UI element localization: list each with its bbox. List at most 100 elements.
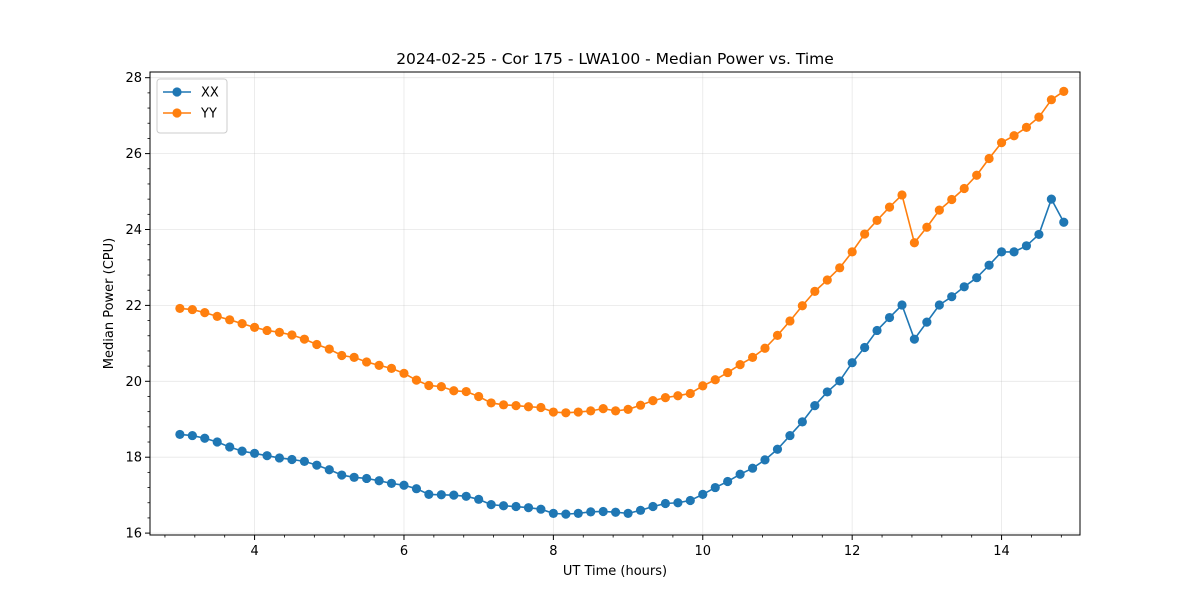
data-point-xx [797,417,807,427]
data-point-yy [424,380,434,391]
data-point-yy [847,247,857,257]
data-point-xx [1034,229,1044,240]
data-point-yy [860,229,870,239]
chart-title: 2024-02-25 - Cor 175 - LWA100 - Median P… [396,50,834,68]
data-point-yy [274,327,285,337]
data-point-xx [237,446,247,456]
data-point-yy [536,402,546,413]
y-tick-label: 18 [125,451,142,466]
data-point-xx [760,455,770,465]
data-point-xx [200,433,210,443]
data-point-yy [884,202,895,212]
data-point-yy [835,263,845,273]
data-point-yy [922,222,932,232]
y-tick-label: 20 [125,375,142,390]
x-tick-label: 10 [694,544,711,559]
data-point-yy [598,404,608,414]
data-point-xx [449,490,459,500]
data-point-yy [548,407,558,417]
y-tick-label: 26 [125,147,142,162]
data-point-xx [598,506,608,517]
data-point-yy [1021,122,1032,133]
data-point-yy [872,215,882,225]
data-point-yy [249,322,260,333]
legend: XX YY [156,78,228,134]
data-point-yy [374,360,384,370]
data-point-yy [723,367,733,378]
data-point-yy [299,334,310,344]
data-point-yy [897,190,907,200]
data-point-xx [299,456,310,466]
data-point-yy [747,352,758,362]
data-point-xx [399,480,409,490]
data-point-xx [673,498,683,508]
data-point-yy [635,400,646,410]
legend-marker-yy [172,108,182,118]
data-point-xx [822,387,832,397]
data-point-yy [573,407,583,417]
data-point-yy [175,303,185,314]
data-point-xx [698,489,708,499]
data-point-xx [362,473,372,484]
data-point-yy [710,375,720,385]
data-point-yy [685,388,695,399]
data-point-yy [312,339,322,350]
data-point-xx [225,442,235,452]
data-point-xx [498,501,509,511]
data-point-yy [461,386,471,397]
data-point-xx [635,505,646,515]
legend-marker-xx [172,87,182,97]
data-point-xx [212,437,222,447]
data-point-xx [835,376,845,386]
data-point-yy [523,402,534,412]
data-point-xx [486,500,496,510]
data-point-yy [1034,112,1044,122]
data-point-xx [548,508,558,518]
data-point-xx [710,482,720,493]
data-point-yy [262,325,272,336]
data-point-xx [747,463,758,473]
data-point-xx [287,454,297,465]
data-point-xx [909,334,919,344]
data-point-yy [984,153,994,164]
data-point-yy [511,400,521,411]
data-point-xx [349,472,359,482]
data-point-yy [648,396,658,406]
x-axis-label: UT Time (hours) [563,564,667,579]
data-point-xx [436,490,446,500]
data-point-yy [909,238,919,248]
data-point-yy [212,311,222,322]
y-tick-label: 24 [125,223,142,238]
data-series [175,86,1069,519]
data-point-yy [474,391,484,402]
data-point-xx [1059,217,1069,227]
data-point-yy [287,330,297,340]
y-tick-label: 22 [125,299,142,314]
data-point-yy [660,393,671,403]
data-point-xx [424,489,434,499]
data-point-yy [797,301,807,311]
plot-frame [149,71,1081,536]
data-point-yy [673,391,683,401]
data-point-yy [947,194,957,205]
data-point-yy [449,386,459,396]
data-point-yy [237,319,247,329]
data-point-xx [872,325,882,336]
data-point-xx [262,451,272,461]
data-point-yy [225,315,235,325]
data-point-xx [735,469,745,479]
data-point-xx [386,478,397,488]
data-point-xx [337,470,347,480]
data-point-xx [324,465,334,475]
data-point-xx [947,292,957,302]
data-point-yy [735,360,745,370]
data-point-yy [785,316,795,326]
data-point-xx [984,260,994,270]
data-point-yy [959,183,969,194]
legend-label-xx: XX [201,86,219,101]
data-point-xx [860,342,870,353]
data-point-yy [822,275,832,285]
data-point-yy [349,352,359,362]
data-point-yy [610,406,621,416]
